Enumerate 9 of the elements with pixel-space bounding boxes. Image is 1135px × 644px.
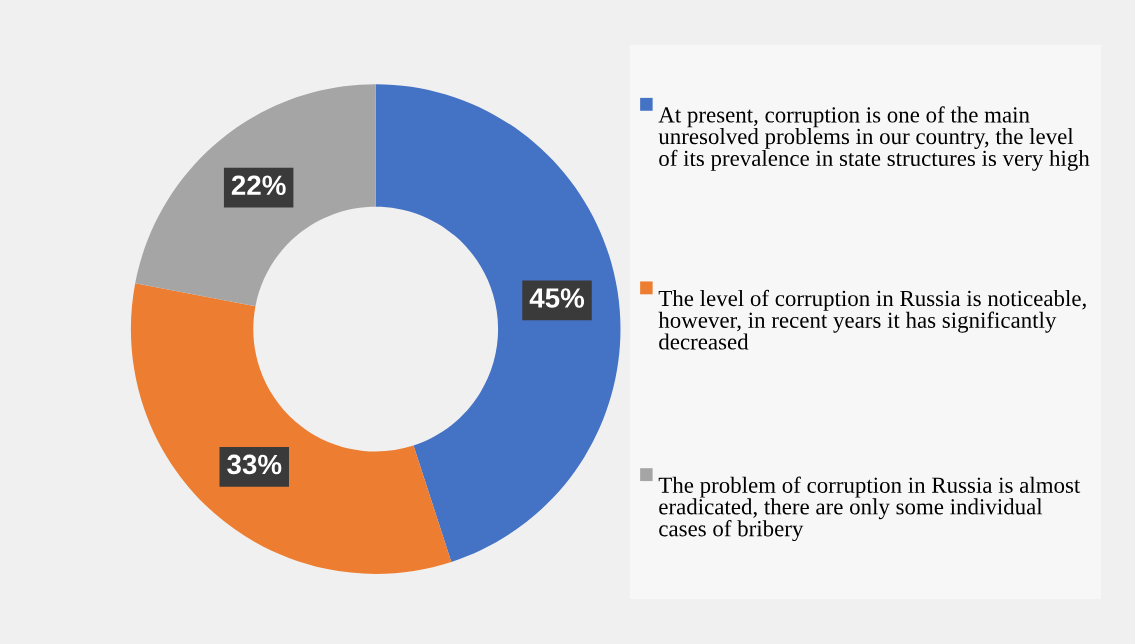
legend-label: At present, corruption is one of the main unresolved problems in our country, the level of its prevalence in state structures is very high — [658, 106, 1090, 171]
data-label: 45% — [529, 288, 585, 308]
data-label: 33% — [227, 454, 282, 475]
legend-label: The problem of corruption in Russia is almost eradicated, there are only some individual cases of bribery — [658, 476, 1081, 542]
data-label: 22% — [231, 175, 286, 196]
legend-label: The level of corruption in Russia is noticeable, however, in recent years it has significantly decreased — [658, 289, 1086, 350]
donut-slice — [135, 84, 376, 307]
donut-slice — [130, 283, 452, 574]
donut-slice — [375, 84, 621, 562]
